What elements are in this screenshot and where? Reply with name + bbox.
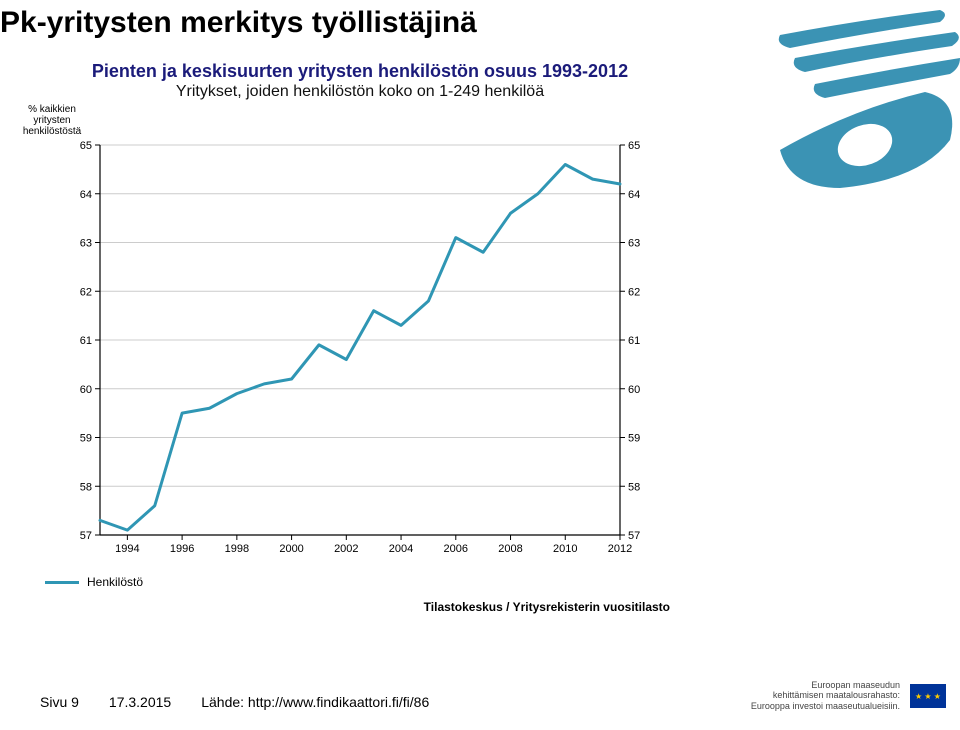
page-title: Pk-yritysten merkitys työllistäjinä <box>0 6 477 40</box>
svg-text:61: 61 <box>80 335 92 347</box>
svg-text:62: 62 <box>80 286 92 298</box>
svg-text:61: 61 <box>628 335 640 347</box>
chart-subtitle: Yritykset, joiden henkilöstön koko on 1-… <box>40 83 680 101</box>
sponsor-line3: Eurooppa investoi maaseutualueisiin. <box>751 701 900 712</box>
svg-text:62: 62 <box>628 286 640 298</box>
svg-text:57: 57 <box>628 530 640 542</box>
legend-label: Henkilöstö <box>87 575 143 589</box>
chart-title: Pienten ja keskisuurten yritysten henkil… <box>40 60 680 83</box>
svg-text:2002: 2002 <box>334 543 358 555</box>
footer-date: 17.3.2015 <box>109 694 171 710</box>
svg-text:2008: 2008 <box>498 543 522 555</box>
chart-container: Pienten ja keskisuurten yritysten henkil… <box>40 60 680 640</box>
svg-text:60: 60 <box>80 384 92 396</box>
footer: Sivu 9 17.3.2015 Lähde: http://www.findi… <box>40 694 429 710</box>
svg-text:1994: 1994 <box>115 543 139 555</box>
page-number: Sivu 9 <box>40 694 79 710</box>
chart-legend: Henkilöstö <box>45 575 143 589</box>
y-axis-title: % kaikkien yritysten henkilöstöstä <box>12 104 92 137</box>
sponsor-line1: Euroopan maaseudun <box>751 680 900 691</box>
svg-text:1998: 1998 <box>225 543 249 555</box>
corner-logo <box>720 0 960 190</box>
legend-swatch <box>45 581 79 584</box>
sponsor-line2: kehittämisen maatalousrahasto: <box>751 690 900 701</box>
svg-text:59: 59 <box>80 433 92 445</box>
svg-text:2004: 2004 <box>389 543 413 555</box>
chart-source: Tilastokeskus / Yritysrekisterin vuositi… <box>424 600 670 614</box>
svg-text:65: 65 <box>80 140 92 152</box>
sponsor-text: Euroopan maaseudun kehittämisen maatalou… <box>751 680 900 712</box>
svg-text:59: 59 <box>628 433 640 445</box>
svg-text:64: 64 <box>80 189 92 201</box>
svg-text:64: 64 <box>628 189 640 201</box>
svg-text:63: 63 <box>628 238 640 250</box>
svg-text:58: 58 <box>628 481 640 493</box>
svg-text:2000: 2000 <box>279 543 303 555</box>
svg-text:65: 65 <box>628 140 640 152</box>
svg-text:57: 57 <box>80 530 92 542</box>
line-chart: 57 57 58 58 59 59 60 60 61 61 62 62 63 63 64 64 65 65 1994… <box>70 140 650 560</box>
svg-text:63: 63 <box>80 238 92 250</box>
svg-text:1996: 1996 <box>170 543 194 555</box>
svg-text:58: 58 <box>80 481 92 493</box>
svg-text:60: 60 <box>628 384 640 396</box>
eu-flag-icon: ★ ★ ★ <box>910 684 946 708</box>
svg-text:2006: 2006 <box>444 543 468 555</box>
svg-text:2012: 2012 <box>608 543 632 555</box>
footer-link: Lähde: http://www.findikaattori.fi/fi/86 <box>201 694 429 710</box>
svg-text:2010: 2010 <box>553 543 577 555</box>
